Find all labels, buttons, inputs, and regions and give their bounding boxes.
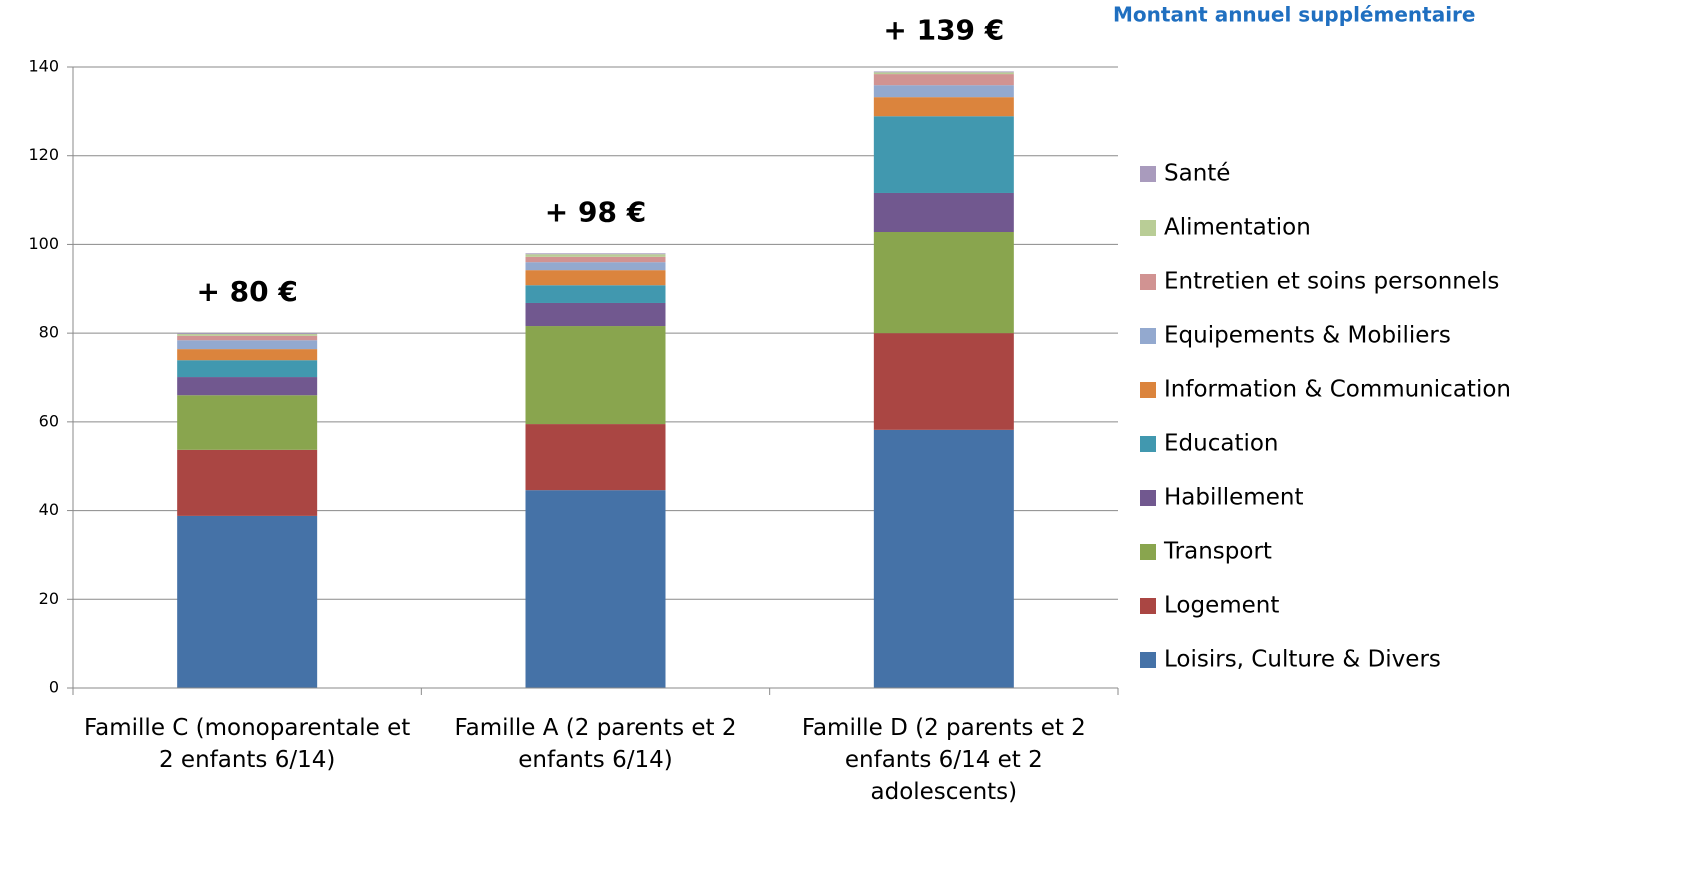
bar-segment <box>525 490 666 688</box>
x-tick-label: Famille C (monoparentale et 2 enfants 6/… <box>84 715 411 773</box>
x-tick-label: Famille A (2 parents et 2 enfants 6/14) <box>454 715 737 773</box>
legend-swatch <box>1140 220 1156 236</box>
bar-segment <box>177 340 318 350</box>
legend-swatch <box>1140 490 1156 506</box>
bar-segment <box>525 302 666 327</box>
legend-label: Entretien et soins personnels <box>1164 269 1499 295</box>
legend-label: Santé <box>1164 161 1230 187</box>
bar-segment <box>873 333 1014 430</box>
legend-label: Information & Communication <box>1164 377 1511 403</box>
y-tick-label: 20 <box>39 589 59 608</box>
y-tick-label: 0 <box>49 678 59 697</box>
bar-segment <box>177 335 318 341</box>
bar-segment <box>525 262 666 271</box>
bar-segment <box>525 326 666 425</box>
bar-segment <box>873 116 1014 193</box>
legend-label: Equipements & Mobiliers <box>1164 323 1451 349</box>
bar-segment <box>525 424 666 491</box>
total-label: + 98 € <box>545 195 646 228</box>
bar-segment <box>873 74 1014 86</box>
y-tick-label: 140 <box>28 57 59 76</box>
legend-swatch <box>1140 652 1156 668</box>
bar-segment <box>525 270 666 286</box>
legend-swatch <box>1140 598 1156 614</box>
y-tick-label: 80 <box>39 323 59 342</box>
bar-segment <box>177 515 318 688</box>
chart-title: Montant annuel supplémentaire <box>1113 3 1475 27</box>
total-label: + 80 € <box>196 275 297 308</box>
bar-segment <box>177 334 318 336</box>
y-tick-label: 40 <box>39 500 59 519</box>
legend-swatch <box>1140 544 1156 560</box>
bar-segment <box>873 71 1014 73</box>
bar-segment <box>873 232 1014 334</box>
legend-label: Logement <box>1164 593 1279 619</box>
bar-segment <box>525 285 666 303</box>
bar-segment <box>177 333 318 335</box>
legend-label: Habillement <box>1164 485 1303 511</box>
y-tick-label: 100 <box>28 234 59 253</box>
bar-segment <box>177 395 318 450</box>
legend-label: Education <box>1164 431 1279 457</box>
bar-segment <box>873 192 1014 233</box>
legend-swatch <box>1140 382 1156 398</box>
bar-segment <box>525 256 666 263</box>
y-tick-label: 60 <box>39 411 59 430</box>
legend-label: Loisirs, Culture & Divers <box>1164 647 1441 673</box>
bar-segment <box>873 72 1014 75</box>
x-tick-label: Famille D (2 parents et 2 enfants 6/14 e… <box>801 715 1086 805</box>
bar-segment <box>177 360 318 378</box>
bar-segment <box>873 429 1014 688</box>
legend-label: Transport <box>1163 539 1272 565</box>
total-label: + 139 € <box>883 13 1004 46</box>
legend-swatch <box>1140 274 1156 290</box>
bar-segment <box>873 85 1014 98</box>
bar-segment <box>525 254 666 257</box>
bar-segment <box>525 253 666 255</box>
bar-segment <box>873 97 1014 117</box>
legend-label: Alimentation <box>1164 215 1311 241</box>
legend-swatch <box>1140 436 1156 452</box>
legend-swatch <box>1140 166 1156 182</box>
bar-segment <box>177 377 318 396</box>
legend-swatch <box>1140 328 1156 344</box>
bar-segment <box>177 349 318 361</box>
bar-segment <box>177 449 318 516</box>
y-tick-label: 120 <box>28 145 59 164</box>
